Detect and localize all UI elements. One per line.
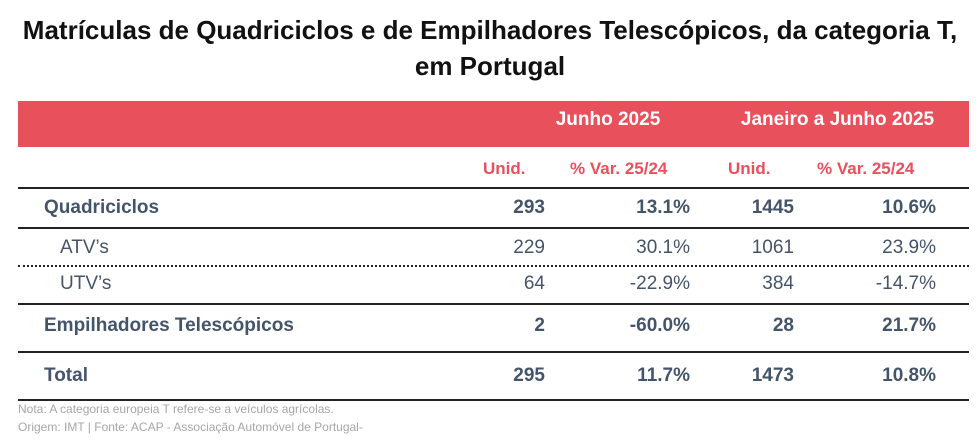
page-title: Matrículas de Quadriciclos e de Empilhad… (0, 12, 980, 84)
footnote-note: Nota: A categoria europeia T refere-se a… (18, 402, 334, 416)
cell-units-june: 2 (534, 315, 545, 336)
cell-units-june: 295 (513, 365, 545, 386)
cell-var-ytd: -14.7% (875, 273, 936, 294)
col-units-june: Unid. (483, 159, 526, 178)
row-label: Total (44, 365, 88, 386)
table-row: Empilhadores Telescópicos 2 -60.0% 28 21… (18, 305, 969, 353)
footnote-source: Origem: IMT | Fonte: ACAP - Associação A… (18, 420, 363, 434)
cell-var-june: 30.1% (636, 237, 690, 258)
registrations-table: Junho 2025 Janeiro a Junho 2025 Unid. % … (18, 101, 969, 401)
cell-units-ytd: 384 (762, 273, 794, 294)
cell-var-ytd: 21.7% (882, 315, 936, 336)
cell-var-june: 11.7% (637, 365, 690, 386)
row-label: Quadriciclos (44, 197, 160, 218)
cell-var-ytd: 10.8% (882, 365, 936, 386)
cell-units-ytd: 1061 (751, 237, 794, 258)
table-row-total: Total 295 11.7% 1473 10.8% (18, 353, 969, 401)
table-row: UTV’s 64 -22.9% 384 -14.7% (18, 267, 969, 305)
cell-var-ytd: 23.9% (882, 237, 936, 258)
col-var-june: % Var. 25/24 (570, 159, 668, 178)
cell-units-ytd: 1473 (751, 365, 794, 386)
footnotes: Nota: A categoria europeia T refere-se a… (18, 400, 363, 436)
title-line-1: Matrículas de Quadriciclos e de Empilhad… (22, 15, 958, 45)
cell-var-june: -22.9% (629, 273, 690, 294)
table-row: Quadriciclos 293 13.1% 1445 10.6% (18, 187, 969, 229)
row-label: Empilhadores Telescópicos (44, 315, 294, 336)
table-row: ATV’s 229 30.1% 1061 23.9% (18, 229, 969, 267)
cell-var-ytd: 10.6% (882, 197, 936, 218)
row-label: ATV’s (60, 237, 109, 258)
cell-units-ytd: 28 (772, 315, 794, 336)
cell-units-june: 64 (523, 273, 545, 294)
period-jan-jun-header: Janeiro a Junho 2025 (740, 109, 935, 130)
row-label: UTV’s (60, 273, 112, 294)
col-units-ytd: Unid. (728, 159, 771, 178)
col-var-ytd: % Var. 25/24 (817, 159, 915, 178)
cell-units-june: 293 (513, 197, 545, 218)
cell-units-june: 229 (513, 237, 545, 258)
column-subheader: Unid. % Var. 25/24 Unid. % Var. 25/24 (18, 147, 969, 187)
cell-var-june: 13.1% (636, 197, 690, 218)
cell-var-june: -60.0% (629, 315, 690, 336)
cell-units-ytd: 1445 (751, 197, 794, 218)
title-line-2: em Portugal (414, 51, 566, 81)
period-june-header: Junho 2025 (555, 109, 661, 130)
table-header-band: Junho 2025 Janeiro a Junho 2025 (18, 101, 969, 147)
